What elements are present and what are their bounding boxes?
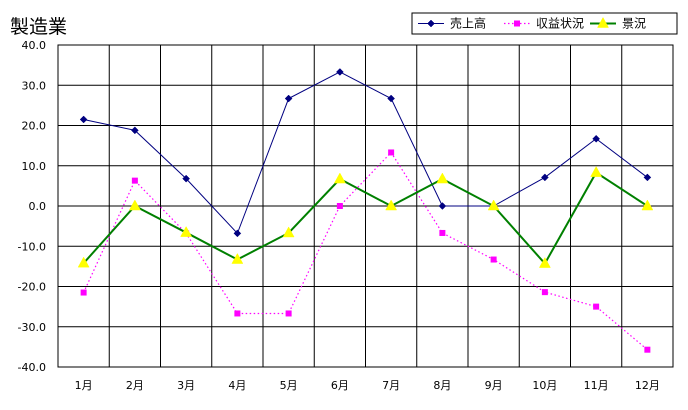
diamond-marker — [233, 229, 242, 238]
square-marker — [80, 289, 87, 296]
triangle-marker — [597, 16, 609, 28]
triangle-marker — [487, 199, 500, 211]
triangle-marker — [231, 253, 244, 264]
square-marker — [388, 149, 395, 156]
triangle-marker — [77, 256, 90, 268]
diamond-marker — [284, 94, 293, 103]
series-3 — [77, 166, 654, 268]
diamond-marker — [131, 126, 139, 135]
series-line — [83, 151, 648, 351]
x-tick-label: 4月 — [228, 379, 246, 392]
legend-item-3: 景況 — [590, 16, 646, 31]
square-marker — [234, 310, 241, 317]
square-marker — [285, 310, 292, 317]
square-marker — [490, 256, 497, 263]
x-tick-label: 3月 — [177, 379, 195, 392]
x-tick-label: 7月 — [382, 379, 400, 392]
series-line — [83, 71, 648, 235]
legend: 売上高 収益状況 景況 — [411, 12, 678, 35]
triangle-marker — [590, 166, 603, 177]
diamond-marker — [387, 94, 395, 103]
series-layer — [77, 68, 654, 353]
triangle-marker — [436, 172, 449, 184]
triangle-marker — [538, 257, 551, 268]
x-tick-label: 8月 — [433, 379, 451, 392]
legend-item-1: 売上高 — [418, 16, 486, 31]
triangle-marker — [333, 172, 346, 184]
triangle-marker — [385, 199, 398, 211]
diamond-marker — [438, 202, 447, 210]
y-tick-label: -10.0 — [18, 240, 46, 253]
diamond-marker — [336, 68, 344, 76]
diamond-marker — [541, 173, 549, 182]
x-axis-ticks: 1月 2月 3月 4月 5月 6月 7月 8月 9月 10月 11月 12月 — [75, 379, 660, 392]
x-tick-label: 11月 — [584, 379, 609, 392]
y-tick-label: 10.0 — [22, 160, 47, 173]
y-tick-label: -30.0 — [18, 321, 46, 334]
y-tick-label: -40.0 — [18, 361, 46, 374]
diamond-marker — [643, 173, 652, 182]
diamond-marker — [427, 19, 435, 28]
y-tick-label: -20.0 — [18, 281, 46, 294]
y-tick-label: 20.0 — [22, 120, 47, 133]
triangle-marker — [282, 226, 295, 238]
square-marker — [131, 177, 138, 184]
x-tick-label: 12月 — [635, 379, 660, 392]
triangle-marker — [180, 226, 193, 237]
series-line — [82, 171, 648, 266]
x-tick-label: 1月 — [75, 379, 93, 392]
diamond-marker — [182, 174, 190, 183]
diamond-marker — [79, 115, 88, 124]
x-tick-label: 6月 — [331, 379, 349, 392]
y-axis-ticks: 40.0 30.0 20.0 10.0 0.0 -10.0 -20.0 -30.0 -40.0 — [18, 39, 46, 374]
y-tick-label: 30.0 — [22, 79, 47, 92]
legend-item-2: 収益状況 — [504, 16, 584, 31]
square-marker — [593, 303, 600, 310]
square-marker — [439, 229, 446, 236]
chart-title: 製造業 — [10, 16, 68, 38]
triangle-marker — [641, 199, 654, 211]
legend-label: 売上高 — [450, 16, 486, 31]
square-marker — [541, 289, 548, 296]
y-tick-label: 0.0 — [29, 200, 47, 213]
diamond-marker — [592, 134, 600, 143]
y-tick-label: 40.0 — [22, 39, 47, 52]
legend-label: 収益状況 — [536, 16, 584, 31]
x-tick-label: 10月 — [532, 379, 557, 392]
square-marker — [514, 20, 520, 27]
square-marker — [644, 346, 651, 353]
grid-layer — [57, 44, 674, 368]
square-marker — [336, 203, 343, 209]
x-tick-label: 9月 — [485, 379, 503, 392]
legend-label: 景況 — [622, 16, 646, 31]
x-tick-label: 2月 — [126, 379, 144, 392]
legend-box — [411, 12, 678, 35]
triangle-marker — [128, 199, 141, 211]
x-tick-label: 5月 — [280, 379, 298, 392]
